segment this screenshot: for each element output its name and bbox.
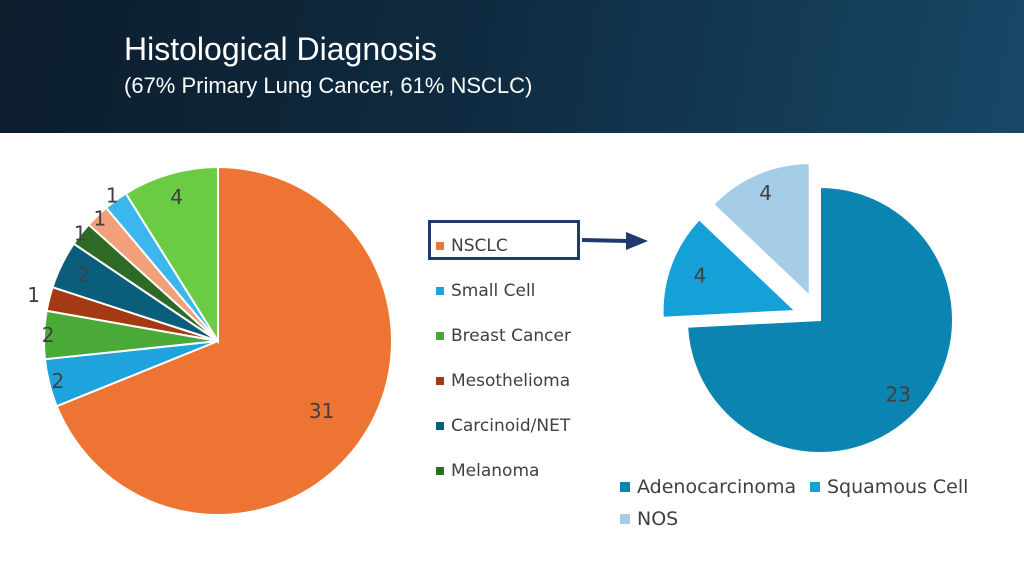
pie-slice-adenocarcinoma xyxy=(686,185,954,454)
page-subtitle: (67% Primary Lung Cancer, 61% NSCLC) xyxy=(124,73,533,98)
pie-data-label: 2 xyxy=(77,263,90,287)
legend-label: Mesothelioma xyxy=(451,371,571,391)
pie-data-label: 1 xyxy=(27,283,40,307)
pie-data-label: 1 xyxy=(106,183,119,207)
page-title: Histological Diagnosis xyxy=(124,31,438,67)
legend-swatch xyxy=(620,514,630,524)
legend-swatch xyxy=(436,287,444,295)
legend-swatch xyxy=(620,482,630,492)
pie-data-label: 4 xyxy=(759,181,772,205)
legend-label: Adenocarcinoma xyxy=(637,476,797,498)
pie-data-label: 31 xyxy=(309,399,334,423)
legend-swatch xyxy=(810,482,820,492)
pie-slice-nsclc xyxy=(55,165,393,516)
pie-slice-squamous-cell xyxy=(661,217,798,319)
pie-data-label: 4 xyxy=(170,185,183,209)
legend-swatch xyxy=(436,242,444,250)
legend-label: NSCLC xyxy=(451,236,508,256)
legend-swatch xyxy=(436,332,444,340)
legend-item-melanoma: Melanoma xyxy=(436,461,539,481)
legend-item-adenocarcinoma: Adenocarcinoma xyxy=(620,476,796,498)
legend-item-mesothelioma: Mesothelioma xyxy=(436,371,570,391)
legend-swatch xyxy=(436,467,444,475)
pie-slice-8 xyxy=(124,165,219,345)
legend-label: Carcinoid/NET xyxy=(451,416,571,436)
legend-label: Small Cell xyxy=(451,281,536,301)
pie-data-label: 2 xyxy=(42,323,55,347)
pie-data-label: 23 xyxy=(886,382,911,406)
legend-label: Breast Cancer xyxy=(451,326,571,346)
legend-item-nos: NOS xyxy=(620,508,678,530)
legend-label: NOS xyxy=(637,508,679,530)
pie-data-label: 1 xyxy=(74,221,87,245)
legend-label: Melanoma xyxy=(451,461,540,481)
legend-item-small-cell: Small Cell xyxy=(436,281,535,301)
pie-data-label: 1 xyxy=(94,207,107,231)
legend-item-squamous-cell: Squamous Cell xyxy=(810,476,968,498)
pie-data-label: 4 xyxy=(694,264,707,288)
legend-item-carcinoid-net: Carcinoid/NET xyxy=(436,416,570,436)
legend-label: Squamous Cell xyxy=(827,476,969,498)
pie-slice-nos xyxy=(711,162,811,299)
nsclc-highlight-box xyxy=(428,220,580,260)
legend-item-breast-cancer: Breast Cancer xyxy=(436,326,571,346)
legend-swatch xyxy=(436,377,444,385)
header-banner: Histological Diagnosis (67% Primary Lung… xyxy=(0,0,1024,133)
legend-swatch xyxy=(436,422,444,430)
legend-item-nsclc: NSCLC xyxy=(436,236,508,256)
pie-data-label: 2 xyxy=(52,369,65,393)
